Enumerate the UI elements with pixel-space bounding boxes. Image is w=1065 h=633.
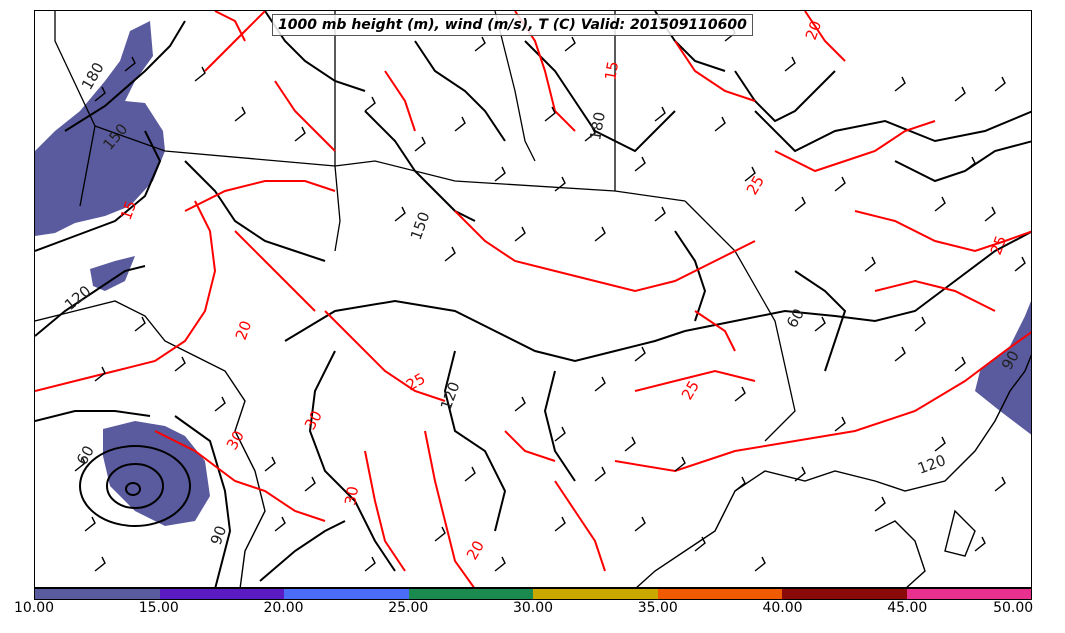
height-label: 60: [73, 442, 98, 468]
temp-label: 25: [403, 369, 429, 394]
colorbar-segment: [284, 589, 409, 599]
height-contours: [35, 11, 1031, 587]
wind-shading-low: [103, 421, 210, 526]
wind-shading-east: [975, 301, 1031, 435]
temp-label: 20: [463, 537, 488, 563]
wind-barbs: [74, 26, 1026, 572]
colorbar-segment: [408, 589, 533, 599]
temp-label: 30: [341, 485, 362, 507]
height-label: 150: [407, 209, 434, 242]
map-panel: 180 150 120 60 90 120 60 90 120 150 180 …: [34, 10, 1032, 588]
colorbar-segment: [533, 589, 658, 599]
temp-label: 25: [743, 172, 768, 198]
political-boundaries: [54, 11, 796, 442]
colorbar-segment: [657, 589, 782, 599]
colorbar-segment: [782, 589, 907, 599]
colorbar-tick-label: 50.00: [993, 600, 1034, 616]
temp-label: 30: [301, 407, 326, 433]
wind-speed-colorbar: [34, 588, 1032, 600]
height-label: 120: [437, 379, 464, 412]
temp-label: 25: [678, 377, 703, 403]
colorbar-tick-label: 35.00: [637, 600, 678, 616]
temp-label: 20: [232, 318, 255, 342]
temp-label: 25: [987, 233, 1010, 257]
colorbar-segment: [906, 589, 1031, 599]
height-label: 90: [207, 523, 230, 547]
colorbar-tick-label: 10.00: [13, 600, 55, 616]
colorbar-segment: [35, 589, 160, 599]
height-label: 60: [783, 305, 808, 331]
height-label: 180: [586, 110, 609, 141]
temperature-contours: [35, 11, 1031, 587]
colorbar-tick-label: 45.00: [887, 600, 928, 616]
colorbar-tick-label: 40.00: [762, 600, 803, 616]
coastlines: [35, 300, 1031, 587]
wind-shading-coast: [90, 256, 135, 291]
colorbar-tick-label: 20.00: [263, 600, 304, 616]
temp-label: 15: [601, 60, 622, 82]
temp-label: 15: [117, 198, 140, 222]
height-label: 120: [915, 451, 948, 478]
colorbar-tick-label: 15.00: [138, 600, 179, 616]
weather-map: 180 150 120 60 90 120 60 90 120 150 180 …: [35, 11, 1031, 587]
colorbar-tick-label: 25.00: [388, 600, 429, 616]
wind-shading-northwest: [35, 21, 165, 236]
colorbar-tick-label: 30.00: [512, 600, 554, 616]
map-title: 1000 mb height (m), wind (m/s), T (C) Va…: [272, 14, 753, 36]
colorbar-segment: [159, 589, 284, 599]
temp-label: 20: [802, 18, 825, 42]
